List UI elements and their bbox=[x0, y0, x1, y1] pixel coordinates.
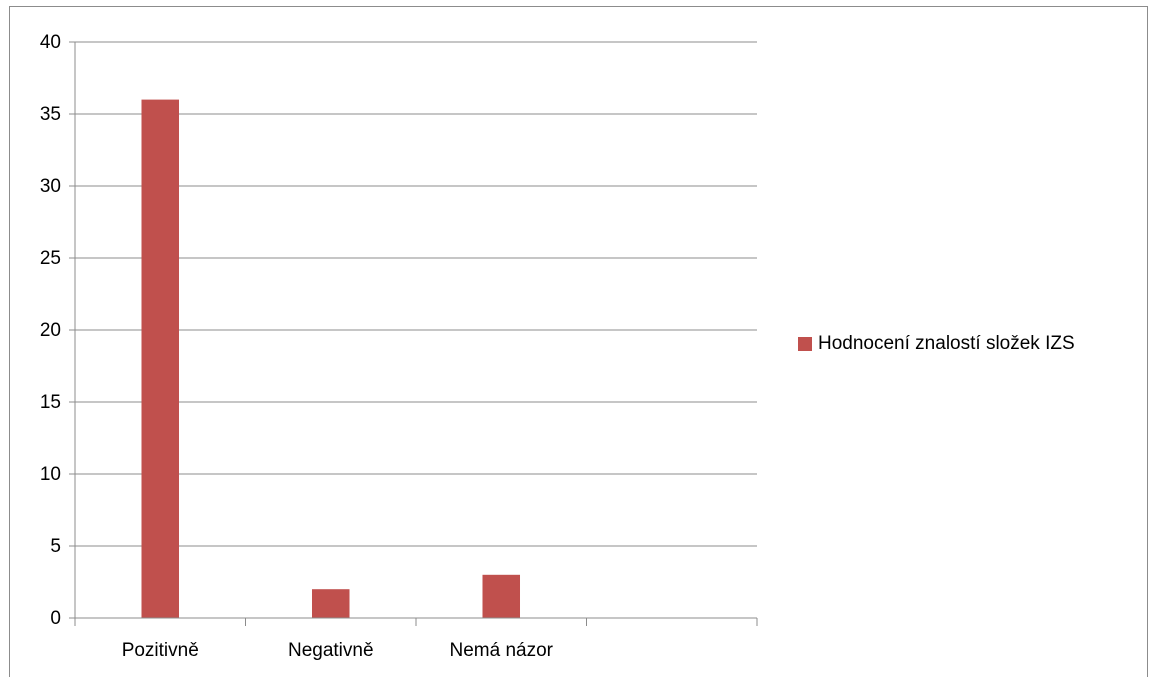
legend-label: Hodnocení znalostí složek IZS bbox=[818, 333, 1075, 354]
legend: Hodnocení znalostí složek IZS bbox=[798, 333, 1075, 355]
x-tick-label: Negativně bbox=[288, 640, 374, 661]
y-tick-label: 25 bbox=[40, 248, 61, 269]
grid-lines bbox=[69, 41, 757, 619]
y-tick-label: 30 bbox=[40, 176, 61, 197]
y-axis-tick-labels: 0 5 10 15 20 25 30 35 40 bbox=[40, 32, 61, 629]
y-tick-label: 10 bbox=[40, 464, 61, 485]
y-tick-label: 0 bbox=[50, 608, 61, 629]
chart-frame bbox=[9, 6, 1148, 677]
x-axis-tick-labels: Pozitivně Negativně Nemá názor bbox=[122, 640, 554, 661]
bars bbox=[141, 99, 521, 619]
bar bbox=[141, 99, 180, 619]
y-tick-label: 20 bbox=[40, 320, 61, 341]
x-tick-label: Pozitivně bbox=[122, 640, 199, 661]
y-tick-label: 35 bbox=[40, 104, 61, 125]
bar bbox=[311, 589, 350, 618]
y-tick-label: 15 bbox=[40, 392, 61, 413]
x-tick-label: Nemá názor bbox=[450, 640, 554, 661]
y-tick-label: 5 bbox=[50, 536, 61, 557]
legend-swatch bbox=[798, 337, 812, 351]
y-tick-label: 40 bbox=[40, 32, 61, 53]
bar bbox=[482, 574, 521, 618]
x-axis bbox=[74, 617, 758, 626]
